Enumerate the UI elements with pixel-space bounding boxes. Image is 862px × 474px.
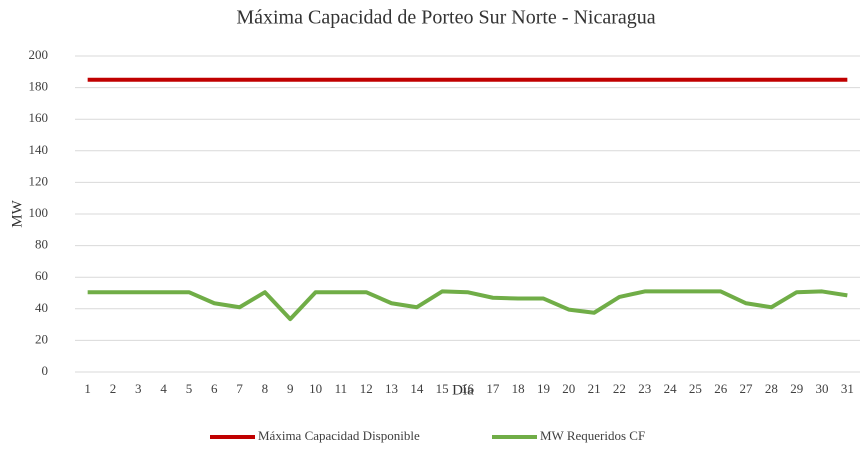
y-tick-label: 160: [29, 110, 49, 125]
chart-title: Máxima Capacidad de Porteo Sur Norte - N…: [236, 7, 655, 29]
x-tick-label: 5: [186, 381, 193, 396]
x-tick-label: 4: [160, 381, 167, 396]
x-tick-label: 23: [638, 381, 651, 396]
x-tick-label: 7: [236, 381, 243, 396]
x-tick-label: 17: [486, 381, 500, 396]
x-tick-label: 24: [664, 381, 678, 396]
y-tick-label: 60: [35, 268, 48, 283]
x-tick-label: 21: [588, 381, 601, 396]
x-tick-label: 11: [335, 381, 348, 396]
x-tick-label: 10: [309, 381, 322, 396]
x-tick-label: 27: [740, 381, 754, 396]
y-tick-label: 140: [29, 142, 49, 157]
x-tick-label: 9: [287, 381, 294, 396]
legend-label: Máxima Capacidad Disponible: [258, 428, 420, 443]
y-axis-title: MW: [9, 199, 25, 227]
x-tick-label: 16: [461, 381, 475, 396]
x-tick-label: 22: [613, 381, 626, 396]
x-tick-label: 25: [689, 381, 702, 396]
y-tick-label: 180: [29, 79, 49, 94]
x-tick-label: 6: [211, 381, 218, 396]
x-tick-label: 29: [790, 381, 803, 396]
x-tick-label: 19: [537, 381, 550, 396]
y-tick-label: 0: [42, 363, 49, 378]
y-tick-label: 200: [29, 47, 49, 62]
x-tick-label: 12: [360, 381, 373, 396]
x-axis-title: Día: [452, 382, 474, 398]
legend-label: MW Requeridos CF: [540, 428, 645, 443]
y-tick-label: 120: [29, 173, 49, 188]
x-tick-label: 31: [841, 381, 854, 396]
x-tick-label: 18: [512, 381, 525, 396]
x-tick-label: 20: [562, 381, 575, 396]
y-tick-label: 20: [35, 331, 48, 346]
x-tick-label: 14: [410, 381, 424, 396]
y-tick-label: 40: [35, 300, 48, 315]
y-tick-label: 100: [29, 205, 49, 220]
x-tick-label: 13: [385, 381, 398, 396]
x-tick-label: 1: [84, 381, 91, 396]
x-tick-label: 15: [436, 381, 449, 396]
y-tick-label: 80: [35, 237, 48, 252]
x-tick-label: 2: [110, 381, 117, 396]
x-tick-label: 28: [765, 381, 778, 396]
x-tick-label: 26: [714, 381, 728, 396]
x-tick-label: 3: [135, 381, 142, 396]
x-tick-label: 30: [816, 381, 829, 396]
x-tick-label: 8: [262, 381, 269, 396]
series-line: [87, 289, 848, 322]
